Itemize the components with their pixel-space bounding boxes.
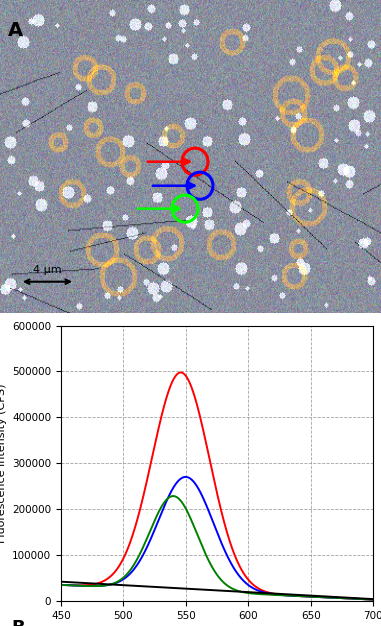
Y-axis label: Fluorescence Intensity (CPS): Fluorescence Intensity (CPS) [0,384,6,543]
Text: A: A [8,21,23,40]
Text: 4 μm: 4 μm [33,265,62,275]
Text: B: B [11,618,25,626]
